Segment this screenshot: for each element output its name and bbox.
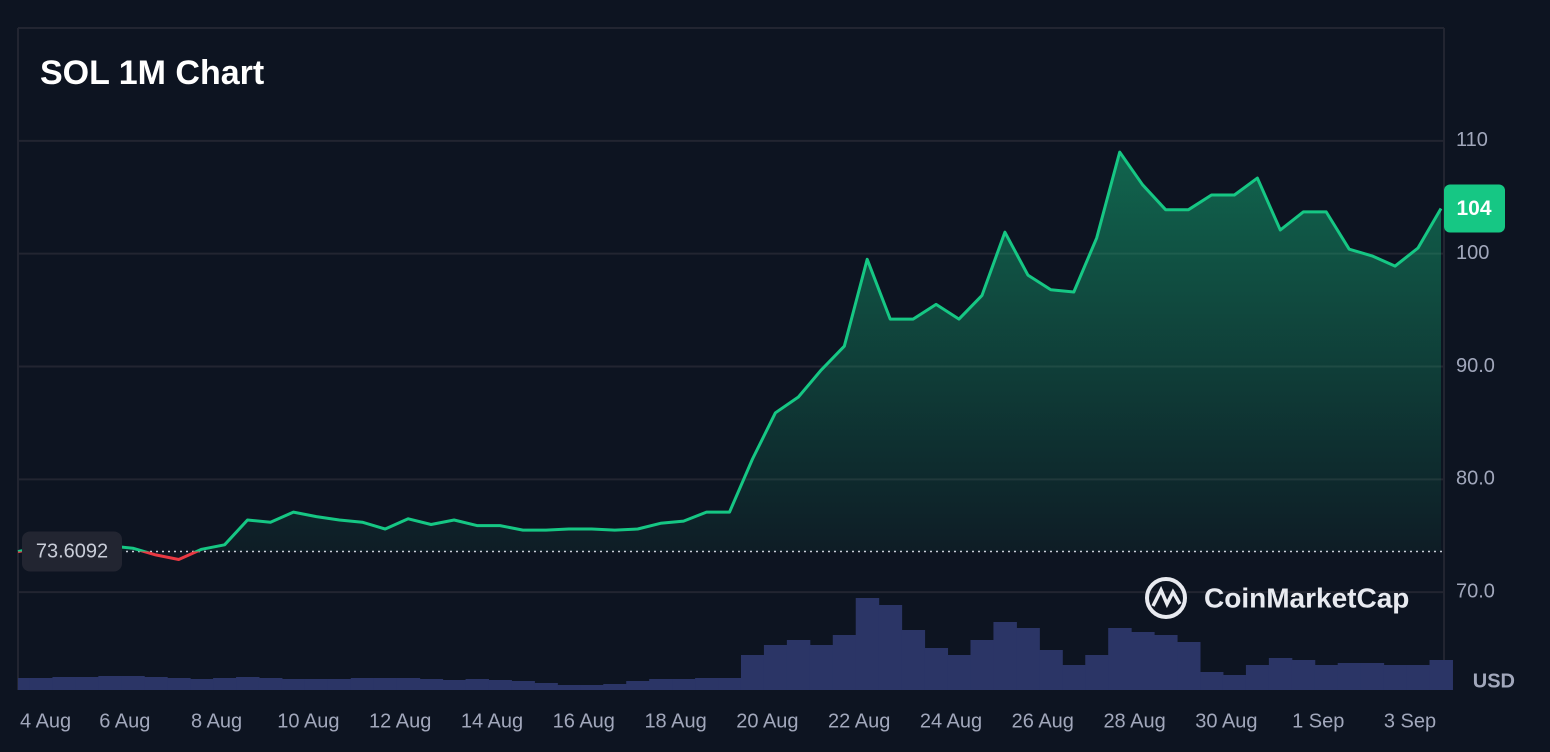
volume-bar — [557, 685, 581, 690]
volume-bar — [281, 679, 306, 690]
volume-bar — [1360, 663, 1385, 690]
volume-bar — [1108, 628, 1132, 690]
x-tick-label: 3 Sep — [1384, 710, 1436, 732]
volume-bar — [236, 677, 260, 690]
volume-bar — [878, 605, 903, 690]
x-tick-label: 8 Aug — [191, 710, 242, 732]
y-tick-label: 90.0 — [1456, 355, 1495, 377]
volume-bar — [763, 645, 788, 690]
volume-bar — [350, 678, 375, 690]
volume-bar — [465, 679, 490, 690]
volume-bar — [327, 679, 352, 690]
volume-bar — [740, 655, 765, 690]
volume-bar — [1383, 665, 1408, 690]
volume-bar — [534, 683, 558, 690]
volume-bar — [1406, 665, 1431, 690]
volume-bar — [511, 681, 535, 690]
x-tick-label: 4 Aug — [20, 710, 71, 732]
baseline-label-box — [22, 531, 122, 572]
volume-bar — [1337, 663, 1362, 690]
volume-bar — [1177, 642, 1201, 690]
currency-label: USD — [1473, 670, 1515, 692]
y-tick-label: 100 — [1456, 242, 1489, 264]
volume-bar — [1039, 650, 1063, 690]
volume-bar — [649, 679, 673, 690]
plot: 73.6092 104 — [17, 150, 1505, 572]
volume-bar — [52, 677, 76, 690]
volume-bar — [29, 678, 53, 690]
y-tick-label: 70.0 — [1456, 580, 1495, 602]
x-tick-label: 12 Aug — [369, 710, 431, 732]
volume-bar — [993, 622, 1017, 690]
volume-bar — [121, 676, 145, 690]
x-tick-label: 10 Aug — [277, 710, 339, 732]
volume-bar — [695, 678, 719, 690]
volume — [18, 598, 1453, 690]
watermark-logo-mark — [1151, 585, 1182, 609]
volume-bar — [1222, 675, 1247, 690]
volume-bar — [98, 676, 122, 690]
volume-bar — [1085, 655, 1109, 690]
volume-bar — [947, 655, 971, 690]
volume-bar — [144, 677, 168, 690]
volume-bar — [580, 685, 604, 690]
volume-bar — [832, 635, 857, 690]
volume-bar — [167, 678, 191, 690]
volume-bar — [1291, 660, 1316, 690]
chart-title: SOL 1M Chart — [40, 54, 264, 92]
volume-bar — [1062, 665, 1086, 690]
x-tick-label: 26 Aug — [1012, 710, 1074, 732]
volume-bar — [1131, 632, 1155, 690]
volume-bar — [1268, 658, 1293, 690]
volume-bar — [603, 684, 627, 690]
x-tick-label: 22 Aug — [828, 710, 890, 732]
watermark: CoinMarketCap — [1145, 577, 1409, 619]
x-tick-label: 16 Aug — [553, 710, 615, 732]
watermark-text: CoinMarketCap — [1204, 582, 1409, 613]
volume-bar — [970, 640, 994, 690]
volume-bar — [1016, 628, 1040, 690]
volume-bar — [304, 679, 329, 690]
volume-bar — [809, 645, 834, 690]
x-tick-label: 1 Sep — [1292, 710, 1344, 732]
volume-bar — [75, 677, 99, 690]
price-area — [18, 152, 1441, 552]
volume-bar — [396, 678, 421, 690]
last-price-label: 104 — [1456, 197, 1491, 220]
volume-bar — [213, 678, 237, 690]
volume-bar — [901, 630, 926, 690]
x-tick-label: 24 Aug — [920, 710, 982, 732]
volume-bar — [1154, 635, 1178, 690]
volume-bar — [488, 680, 512, 690]
volume-bar — [1200, 672, 1224, 690]
volume-bar — [258, 678, 283, 690]
volume-bar — [1314, 665, 1339, 690]
x-tick-label: 20 Aug — [736, 710, 798, 732]
x-tick-label: 28 Aug — [1103, 710, 1165, 732]
last-price-box — [1444, 184, 1505, 233]
baseline-label: 73.6092 — [36, 541, 108, 563]
y-tick-label: 110 — [1456, 129, 1488, 151]
volume-bar — [1245, 665, 1270, 690]
x-tick-label: 18 Aug — [644, 710, 706, 732]
volume-bar — [672, 679, 696, 690]
y-tick-label: 80.0 — [1456, 468, 1495, 490]
volume-bar — [718, 678, 742, 690]
volume-bar — [1429, 660, 1453, 690]
volume-bar — [373, 678, 398, 690]
volume-bar — [419, 679, 444, 690]
volume-bar — [786, 640, 811, 690]
x-tick-label: 30 Aug — [1195, 710, 1257, 732]
x-tick-label: 6 Aug — [99, 710, 150, 732]
volume-bar — [626, 681, 650, 690]
x-tick-label: 14 Aug — [461, 710, 523, 732]
watermark-logo — [1145, 577, 1187, 619]
volume-bar — [442, 680, 467, 690]
volume-bar — [190, 679, 214, 690]
volume-bar — [855, 598, 880, 690]
price-line — [17, 150, 1443, 552]
volume-bar — [924, 648, 949, 690]
